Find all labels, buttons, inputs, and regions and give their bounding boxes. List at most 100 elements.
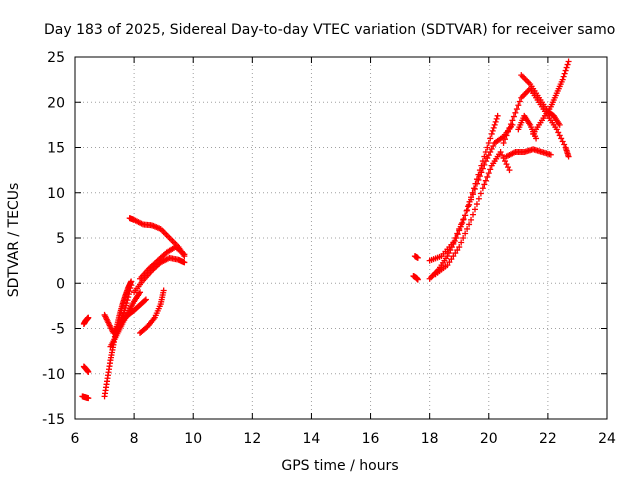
data-point	[510, 113, 517, 120]
x-tick-label: 8	[130, 431, 139, 447]
data-point	[445, 250, 452, 257]
data-point	[490, 124, 497, 131]
data-point	[414, 254, 421, 261]
data-point	[181, 251, 188, 258]
data-point	[503, 132, 510, 139]
data-point	[128, 282, 135, 289]
y-tick-label: -15	[42, 412, 65, 428]
data-point	[502, 158, 509, 165]
data-point	[509, 117, 516, 124]
y-tick-label: 15	[47, 141, 65, 157]
y-tick-label: 20	[47, 95, 65, 111]
data-point	[485, 152, 492, 159]
series-arc-g	[126, 215, 188, 260]
series-arc-i	[131, 254, 188, 296]
data-point	[487, 135, 494, 142]
data-point	[125, 294, 132, 301]
data-point	[126, 288, 133, 295]
data-point	[507, 121, 514, 128]
data-point	[458, 239, 465, 246]
series-arc-p	[432, 149, 513, 278]
series-arc-l	[410, 273, 421, 283]
data-point	[452, 250, 459, 257]
data-point	[460, 216, 467, 223]
data-point	[484, 155, 491, 162]
data-point	[556, 121, 563, 128]
data-point	[494, 112, 501, 119]
data-point	[462, 212, 469, 219]
data-point	[565, 153, 572, 160]
data-point	[488, 130, 495, 137]
data-point	[181, 259, 188, 266]
data-point	[85, 395, 92, 402]
data-point	[482, 177, 489, 184]
data-point	[471, 185, 477, 192]
data-point	[559, 76, 566, 83]
data-point	[482, 158, 489, 165]
x-tick-label: 12	[243, 431, 261, 447]
data-point	[500, 139, 507, 146]
data-point	[499, 152, 506, 159]
data-point	[450, 239, 457, 246]
data-point	[559, 138, 566, 145]
data-point	[512, 109, 519, 116]
series-arc-k	[113, 296, 149, 332]
data-point	[458, 221, 465, 228]
data-point	[487, 149, 494, 156]
data-point	[504, 164, 511, 171]
data-point	[460, 235, 467, 241]
data-point	[85, 314, 92, 321]
data-point	[506, 167, 513, 174]
data-point	[478, 162, 485, 169]
y-tick-label: -5	[51, 322, 65, 338]
data-point	[446, 259, 453, 266]
data-point	[464, 207, 471, 214]
data-point	[466, 201, 473, 208]
x-tick-label: 14	[303, 431, 321, 447]
data-point	[444, 262, 451, 269]
data-point	[563, 64, 570, 71]
data-point	[471, 185, 478, 192]
data-point	[485, 139, 492, 146]
y-tick-label: 5	[56, 231, 65, 247]
data-point	[462, 230, 469, 237]
data-point	[481, 181, 488, 188]
series-arc-j	[137, 287, 167, 337]
x-tick-label: 16	[362, 431, 380, 447]
data-point	[493, 115, 500, 122]
data-point	[484, 144, 491, 151]
data-point	[560, 73, 567, 80]
data-point	[160, 287, 167, 294]
data-point	[85, 368, 92, 375]
data-point	[497, 149, 504, 156]
data-point	[485, 170, 492, 177]
series-arc-m	[411, 253, 421, 261]
x-axis-label: GPS time / hours	[281, 458, 398, 474]
x-axis: 6 8 10 12 14 16 18 20 22 24	[71, 57, 616, 447]
data-point	[491, 121, 498, 128]
x-tick-label: 24	[598, 431, 616, 447]
series-arc-u	[515, 112, 540, 142]
data-point	[137, 289, 144, 296]
grid-lines	[75, 57, 607, 419]
data-point	[478, 169, 485, 176]
x-tick-label: 22	[539, 431, 557, 447]
data-point	[553, 126, 560, 133]
data-point	[502, 136, 509, 143]
data-point	[479, 185, 486, 192]
data-point	[561, 70, 568, 77]
data-point	[454, 247, 461, 254]
data-point	[447, 247, 454, 254]
data-point	[466, 221, 473, 228]
y-tick-label: 10	[47, 186, 65, 202]
data-point	[489, 127, 496, 134]
data-point	[454, 230, 461, 237]
y-axis: -15 -10 -5 0 5 10 15 20 25	[42, 50, 607, 428]
data-point	[452, 235, 459, 241]
data-point	[516, 98, 523, 105]
data-point	[127, 285, 134, 292]
data-point	[141, 297, 148, 304]
x-tick-label: 6	[71, 431, 80, 447]
data-point	[450, 253, 457, 260]
series-arc-f	[79, 393, 92, 402]
